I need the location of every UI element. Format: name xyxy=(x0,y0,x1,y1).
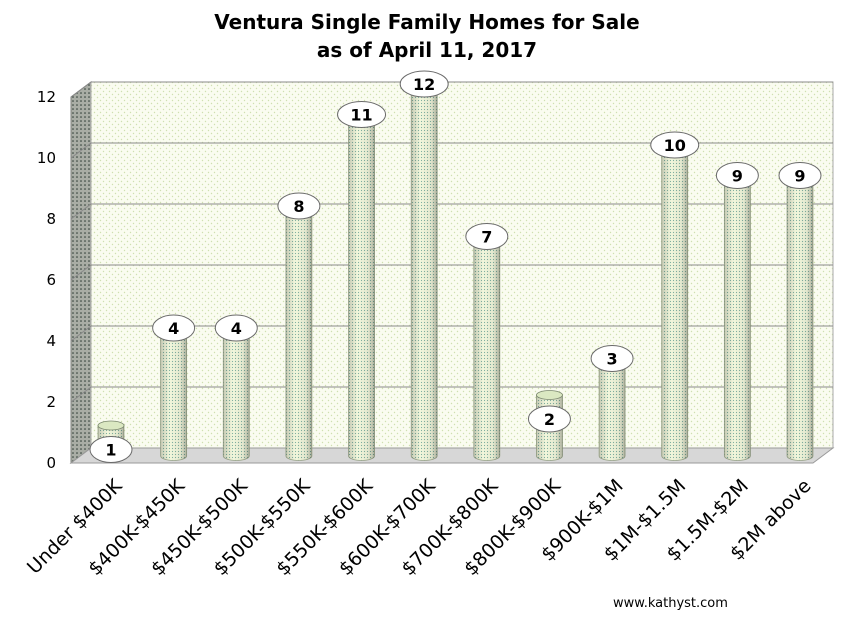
gridline-side xyxy=(70,142,92,159)
data-label-value: 12 xyxy=(413,75,435,94)
data-label-oval xyxy=(152,314,196,342)
data-label: 2 xyxy=(527,405,571,433)
data-label: 11 xyxy=(337,101,387,128)
bar-shade xyxy=(599,364,626,461)
bar-shade xyxy=(661,151,688,461)
data-label-value: 8 xyxy=(293,197,304,216)
gridline-side xyxy=(70,264,92,281)
y-tick-label: 12 xyxy=(37,88,56,106)
y-tick-label: 2 xyxy=(46,393,56,411)
data-label-oval xyxy=(465,223,509,250)
bar xyxy=(473,237,501,461)
bar xyxy=(222,329,250,461)
bar xyxy=(661,146,689,461)
y-tick-label: 6 xyxy=(46,271,56,289)
bar xyxy=(786,176,814,461)
bar xyxy=(598,359,626,461)
data-label-oval xyxy=(590,345,634,372)
data-label-value: 9 xyxy=(732,167,743,186)
data-label-oval xyxy=(277,192,321,220)
bar-top xyxy=(97,420,125,431)
bar xyxy=(348,115,375,461)
gridline-side xyxy=(70,386,92,403)
y-tick-label: 8 xyxy=(46,210,56,228)
bar-shade xyxy=(285,212,312,461)
data-label: 4 xyxy=(152,314,196,342)
data-label-oval xyxy=(650,131,700,159)
bar-shade xyxy=(787,181,813,461)
data-label-value: 11 xyxy=(350,106,372,125)
chart-title-line-2: as of April 11, 2017 xyxy=(316,38,538,62)
bar-shade xyxy=(473,242,500,461)
bar-shade xyxy=(724,181,751,461)
bar-shade xyxy=(348,120,375,461)
watermark-text: www.kathyst.com xyxy=(613,596,728,611)
data-label-oval xyxy=(337,101,387,128)
data-label: 12 xyxy=(399,70,449,98)
data-label: 8 xyxy=(277,192,321,220)
gridline-side xyxy=(70,81,92,98)
data-label: 9 xyxy=(778,162,822,189)
gridline-side xyxy=(70,203,92,220)
bar xyxy=(723,176,751,461)
data-label: 4 xyxy=(214,314,258,342)
floor xyxy=(69,447,835,464)
bar-shade xyxy=(160,334,187,461)
data-label-oval xyxy=(89,436,133,463)
data-label-value: 4 xyxy=(168,319,179,338)
y-tick-label: 4 xyxy=(46,332,56,350)
data-label-oval xyxy=(214,314,258,342)
y-tick-label: 0 xyxy=(46,454,56,472)
data-label-oval xyxy=(527,405,571,433)
data-label: 3 xyxy=(590,345,634,372)
data-label-value: 10 xyxy=(664,136,686,155)
bar xyxy=(410,85,438,461)
data-label-value: 7 xyxy=(481,228,492,247)
y-axis-ticks: 0 2 4 6 8 10 12 xyxy=(37,88,56,472)
data-label-oval xyxy=(715,162,759,189)
chart-title: Ventura Single Family Homes for Sale as … xyxy=(0,8,854,64)
bar xyxy=(285,207,313,461)
data-labels: 1 4 4 8 11 12 7 2 3 10 9 9 xyxy=(89,70,822,463)
data-label: 9 xyxy=(715,162,759,189)
data-label-value: 9 xyxy=(794,167,805,186)
bars xyxy=(97,85,814,461)
data-label-oval xyxy=(399,70,449,98)
bar-shade xyxy=(411,90,438,461)
chart-title-line-1: Ventura Single Family Homes for Sale xyxy=(214,10,640,34)
data-label: 7 xyxy=(465,223,509,250)
bar-top xyxy=(536,390,563,400)
bar xyxy=(160,329,188,461)
gridline-side xyxy=(70,325,92,342)
data-label-value: 4 xyxy=(231,319,242,338)
y-tick-label: 10 xyxy=(37,149,56,167)
data-label-oval xyxy=(778,162,822,189)
data-label-value: 2 xyxy=(544,410,555,429)
gridlines xyxy=(70,81,833,403)
bar-shade xyxy=(223,334,250,461)
x-axis-ticks: Under $400K$400K-$450K$450K-$500K$500K-$… xyxy=(23,475,816,580)
data-label-value: 3 xyxy=(607,350,618,369)
data-label: 1 xyxy=(89,436,133,463)
data-label-value: 1 xyxy=(105,441,116,460)
data-label: 10 xyxy=(650,131,700,159)
